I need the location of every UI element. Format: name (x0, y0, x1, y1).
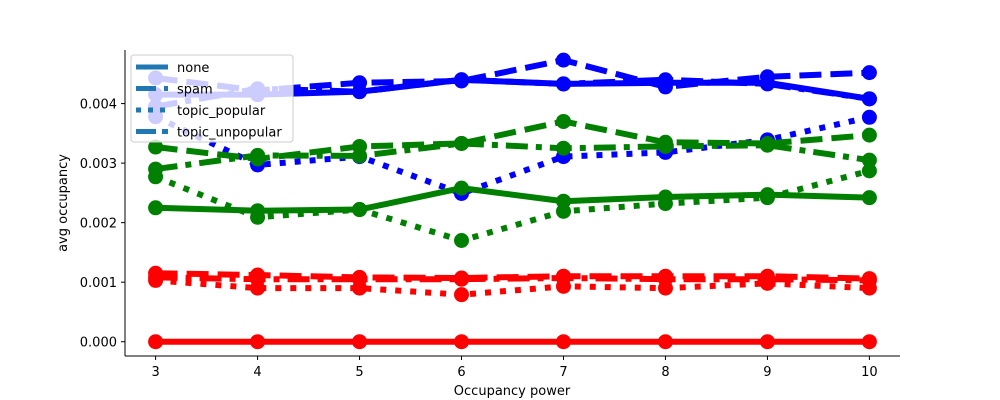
data-point (861, 272, 877, 288)
series-layer (148, 52, 877, 350)
x-tick-label: 5 (355, 365, 363, 380)
data-point (861, 91, 877, 107)
x-tick-label: 6 (457, 365, 465, 380)
data-point (555, 76, 571, 92)
data-point (352, 202, 368, 218)
series-green-dotted (148, 163, 877, 249)
data-point (148, 161, 164, 177)
data-point (555, 270, 571, 286)
legend-item-none: none (136, 61, 209, 76)
y-tick-label: 0.002 (80, 217, 117, 232)
data-point (657, 72, 673, 88)
series-red-solid (148, 334, 877, 350)
data-point (250, 147, 266, 163)
data-point (454, 271, 470, 287)
legend-label: none (177, 61, 209, 76)
data-point (759, 190, 775, 206)
data-point (555, 140, 571, 156)
y-ticks: 0.000 0.001 0.002 0.003 0.004 (80, 98, 125, 351)
data-point (861, 65, 877, 81)
series-green-dashdot (148, 135, 877, 177)
data-point (454, 72, 470, 88)
data-point (759, 76, 775, 92)
data-point (352, 334, 368, 350)
data-point (861, 127, 877, 143)
data-point (759, 334, 775, 350)
legend-box (130, 54, 294, 143)
x-tick-label: 7 (559, 365, 567, 380)
legend-item-topic-unpopular: topic_unpopular (136, 126, 282, 141)
y-axis-label: avg occupancy (56, 154, 71, 252)
data-point (861, 190, 877, 206)
x-tick-label: 4 (253, 365, 261, 380)
axes: 3 4 5 6 7 8 9 10 0.000 0.001 0.002 0.003 0.004 Occu… (56, 50, 900, 399)
data-point (759, 137, 775, 153)
data-point (148, 269, 164, 285)
data-point (555, 334, 571, 350)
data-point (148, 200, 164, 216)
data-point (250, 334, 266, 350)
data-point (861, 334, 877, 350)
data-point (148, 139, 164, 155)
x-tick-label: 10 (861, 365, 878, 380)
legend: none spam topic_popular topic_unpopular (130, 54, 294, 143)
x-ticks: 3 4 5 6 7 8 9 10 (151, 356, 878, 380)
y-tick-label: 0.001 (80, 276, 117, 291)
data-point (250, 271, 266, 287)
data-point (454, 287, 470, 303)
data-point (555, 113, 571, 129)
data-point (454, 180, 470, 196)
legend-item-topic-popular: topic_popular (136, 104, 266, 119)
series-line (155, 140, 870, 173)
data-point (352, 148, 368, 164)
legend-item-spam: spam (136, 83, 213, 98)
data-point (861, 163, 877, 179)
x-tick-label: 9 (763, 365, 771, 380)
y-tick-label: 0.000 (80, 336, 117, 351)
series-line (155, 118, 870, 162)
x-tick-label: 3 (151, 365, 159, 380)
data-point (861, 152, 877, 168)
data-point (352, 84, 368, 100)
series-red-dashdot (148, 269, 877, 288)
series-line (155, 185, 870, 214)
data-point (555, 52, 571, 68)
data-point (657, 334, 673, 350)
x-tick-label: 8 (661, 365, 669, 380)
data-point (861, 109, 877, 125)
data-point (250, 209, 266, 225)
data-point (352, 271, 368, 287)
series-line (155, 57, 870, 94)
y-tick-label: 0.003 (80, 157, 117, 172)
legend-label: spam (177, 83, 213, 98)
data-point (759, 271, 775, 287)
data-point (454, 233, 470, 249)
x-axis-label: Occupancy power (454, 384, 571, 399)
data-point (657, 138, 673, 154)
legend-label: topic_popular (177, 104, 266, 119)
legend-label: topic_unpopular (177, 126, 282, 141)
data-point (657, 196, 673, 212)
data-point (555, 203, 571, 219)
data-point (148, 334, 164, 350)
y-tick-label: 0.004 (80, 98, 117, 113)
data-point (454, 135, 470, 151)
data-point (454, 334, 470, 350)
series-line (155, 274, 870, 284)
data-point (657, 271, 673, 287)
